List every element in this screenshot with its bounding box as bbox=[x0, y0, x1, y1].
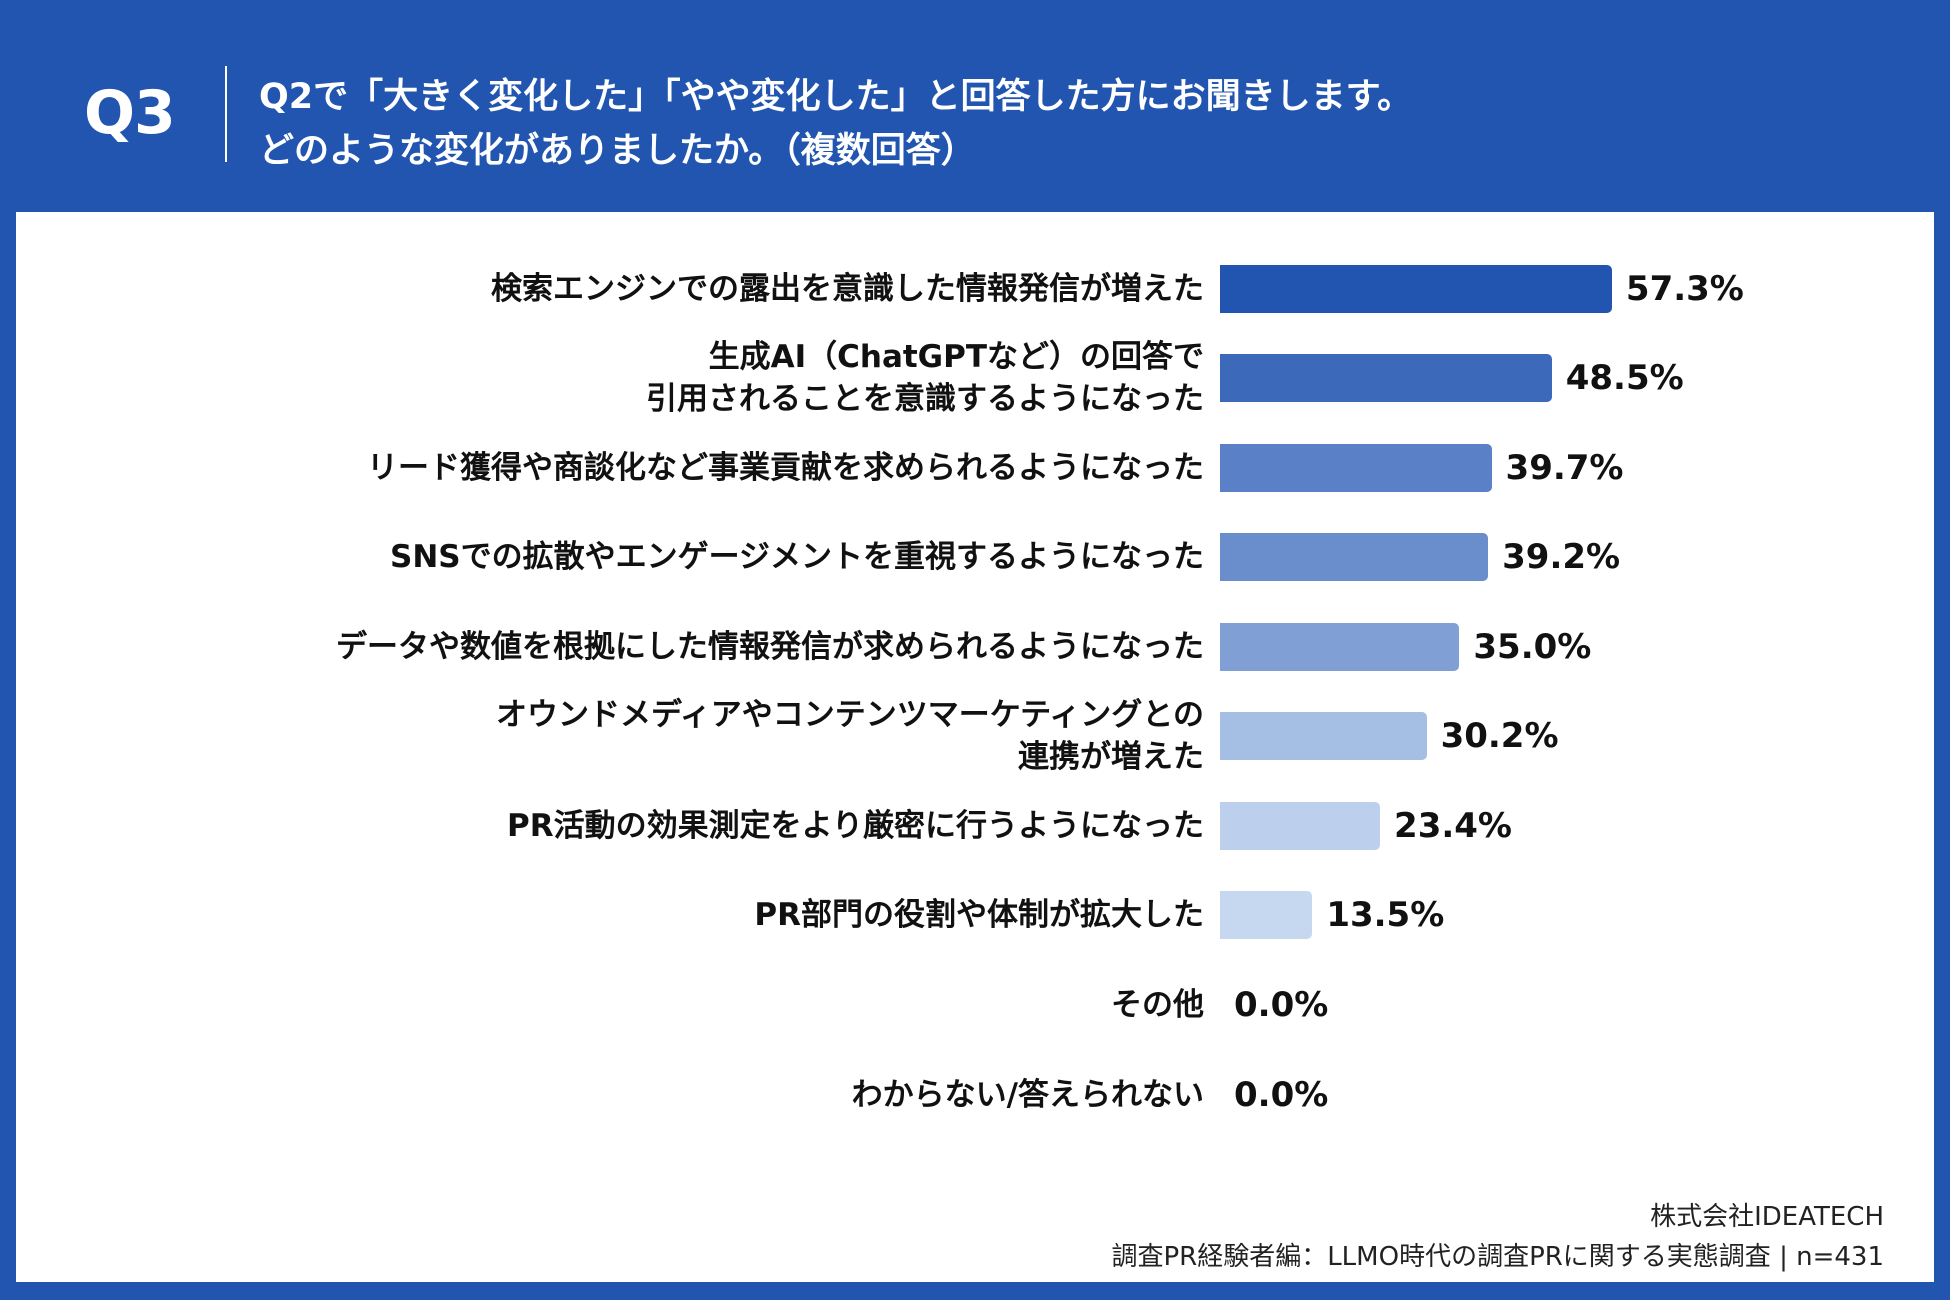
value-label: 13.5% bbox=[1326, 895, 1445, 935]
category-label: リード獲得や商談化など事業貢献を求められるようになった bbox=[367, 450, 1204, 486]
bar bbox=[1220, 623, 1460, 671]
bar bbox=[1220, 712, 1427, 760]
footer-company: 株式会社IDEATECH bbox=[1650, 1202, 1884, 1232]
bar bbox=[1220, 444, 1492, 492]
category-label: 検索エンジンでの露出を意識した情報発信が増えた bbox=[491, 271, 1204, 307]
bar-row: PR部門の役割や体制が拡大した 13.5% bbox=[0, 870, 1950, 960]
category-label: その他 bbox=[1111, 987, 1204, 1023]
value-label: 48.5% bbox=[1565, 358, 1684, 398]
chart-panel bbox=[16, 212, 1934, 1282]
value-label: 0.0% bbox=[1234, 1075, 1329, 1115]
bar-row: SNSでの拡散やエンゲージメントを重視するようになった 39.2% bbox=[0, 512, 1950, 602]
bar-row: 生成AI（ChatGPTなど）の回答で 引用されることを意識するようになった 48… bbox=[0, 333, 1950, 423]
bar-row: その他 0.0% bbox=[0, 960, 1950, 1050]
category-label: SNSでの拡散やエンゲージメントを重視するようになった bbox=[390, 539, 1204, 575]
bar bbox=[1220, 533, 1489, 581]
category-label: 生成AI（ChatGPTなど）の回答で 引用されることを意識するようになった bbox=[646, 339, 1204, 417]
header-divider bbox=[225, 66, 227, 162]
value-label: 0.0% bbox=[1234, 985, 1329, 1025]
footer-survey: 調査PR経験者編：LLMO時代の調査PRに関する実態調査 | n=431 bbox=[1111, 1242, 1884, 1272]
bar bbox=[1220, 891, 1313, 939]
bar-row: わからない/答えられない 0.0% bbox=[0, 1050, 1950, 1140]
bar bbox=[1220, 265, 1612, 313]
bar bbox=[1220, 354, 1552, 402]
value-label: 30.2% bbox=[1440, 716, 1559, 756]
category-label: PR部門の役割や体制が拡大した bbox=[754, 897, 1204, 933]
category-label: わからない/答えられない bbox=[851, 1077, 1204, 1113]
bar-row: 検索エンジンでの露出を意識した情報発信が増えた 57.3% bbox=[0, 244, 1950, 334]
bar-row: リード獲得や商談化など事業貢献を求められるようになった 39.7% bbox=[0, 423, 1950, 513]
value-label: 39.2% bbox=[1502, 537, 1621, 577]
value-label: 35.0% bbox=[1473, 627, 1592, 667]
question-title-line1: Q2で「大きく変化した」「やや変化した」と回答した方にお聞きします。 bbox=[259, 77, 1413, 117]
question-title-line2: どのような変化がありましたか。（複数回答） bbox=[259, 131, 976, 171]
bar bbox=[1220, 802, 1381, 850]
bar-row: データや数値を根拠にした情報発信が求められるようになった 35.0% bbox=[0, 602, 1950, 692]
category-label: PR活動の効果測定をより厳密に行うようになった bbox=[507, 808, 1204, 844]
value-label: 23.4% bbox=[1394, 806, 1513, 846]
q-number: Q3 bbox=[84, 78, 176, 148]
category-label: データや数値を根拠にした情報発信が求められるようになった bbox=[336, 629, 1204, 665]
bar-row: PR活動の効果測定をより厳密に行うようになった 23.4% bbox=[0, 781, 1950, 871]
question-title: Q2で「大きく変化した」「やや変化した」と回答した方にお聞きします。 どのような… bbox=[259, 70, 1412, 178]
value-label: 39.7% bbox=[1505, 448, 1624, 488]
bar-row: オウンドメディアやコンテンツマーケティングとの 連携が増えた 30.2% bbox=[0, 691, 1950, 781]
value-label: 57.3% bbox=[1625, 269, 1744, 309]
category-label: オウンドメディアやコンテンツマーケティングとの 連携が増えた bbox=[495, 697, 1204, 775]
